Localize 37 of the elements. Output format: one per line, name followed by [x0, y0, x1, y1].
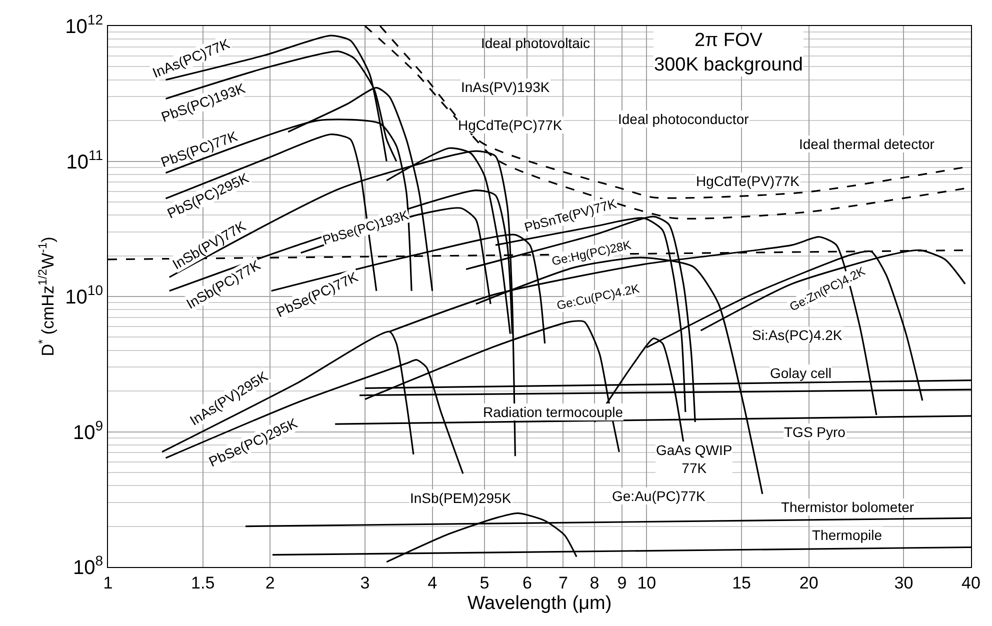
y-tick-label: 10$^{9}$	[72, 417, 104, 444]
annotation: Si:As(PC)4.2K	[752, 327, 843, 343]
x-tick-label: 15	[732, 573, 751, 592]
annotation: 2π FOV 300K background	[654, 30, 803, 76]
x-tick-label: 9	[617, 573, 627, 592]
x-tick-label: 3	[360, 573, 370, 592]
annotation: Thermistor bolometer	[781, 499, 914, 515]
x-tick-label: 4	[428, 573, 438, 592]
annotation: Ge:Au(PC)77K	[612, 488, 706, 504]
y-tick-label: 10$^{11}$	[66, 146, 104, 174]
annotation: GaAs QWIP 77K	[656, 442, 732, 476]
annotation: InSb(PEM)295K	[410, 490, 512, 506]
x-tick-label: 1	[103, 573, 113, 592]
y-tick-label: 10$^{12}$	[65, 12, 104, 38]
y-tick-label: 10$^{8}$	[72, 552, 104, 579]
annotation: Thermopile	[812, 527, 882, 543]
x-tick-label: 20	[799, 573, 818, 592]
x-tick-label: 7	[558, 573, 568, 592]
y-tick-label: 10$^{10}$	[65, 282, 104, 308]
annotation: Golay cell	[770, 365, 832, 381]
x-tick-label: 1.5	[191, 573, 215, 592]
annotation: Radiation termocouple	[483, 404, 624, 420]
x-axis-title: Wavelength (μm)	[467, 593, 612, 614]
x-tick-label: 6	[522, 573, 532, 592]
annotation: InAs(PV)193K	[461, 79, 550, 95]
annotation: Ideal photovoltaic	[481, 35, 590, 51]
x-tick-label: 2	[265, 573, 275, 592]
annotation: Ideal thermal detector	[799, 136, 935, 152]
annotation: TGS Pyro	[784, 424, 846, 440]
x-tick-label: 30	[894, 573, 914, 592]
annotation: HgCdTe(PV)77K	[696, 173, 800, 189]
x-tick-label: 5	[480, 573, 490, 592]
annotation: Ideal photoconductor	[618, 111, 750, 127]
x-tick-label: 40	[962, 573, 980, 592]
annotation: HgCdTe(PC)77K	[458, 117, 563, 133]
x-tick-label: 8	[590, 573, 600, 592]
x-tick-label: 10	[637, 573, 656, 592]
